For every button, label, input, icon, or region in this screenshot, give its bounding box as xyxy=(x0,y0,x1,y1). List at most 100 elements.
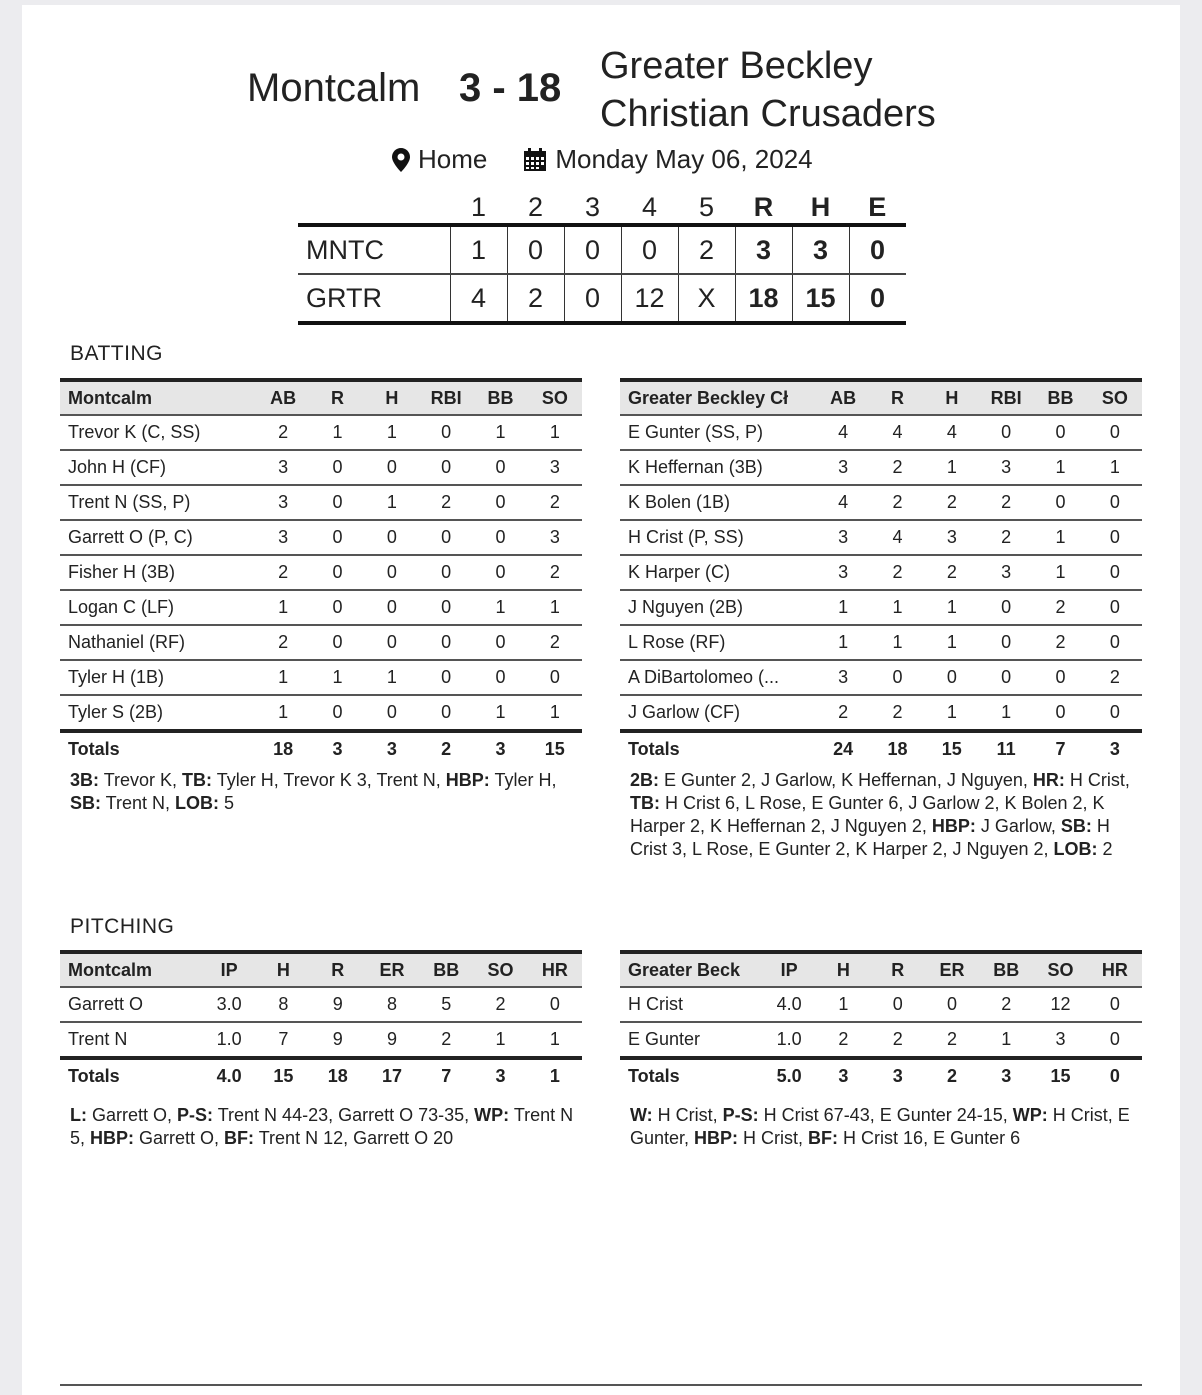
stat-column-header: ER xyxy=(364,950,420,988)
team-column-header: Montcalm xyxy=(60,378,256,416)
stat-cell: 1 xyxy=(924,695,979,732)
stat-cell: 2 xyxy=(256,555,311,591)
totals-row: Totals 5.0 3 3 2 3 15 0 xyxy=(620,1056,1142,1093)
stat-cell: 1 xyxy=(364,660,419,696)
stat-cell: 1 xyxy=(816,625,871,661)
stat-cell: 2 xyxy=(978,485,1034,521)
player-name: J Garlow (CF) xyxy=(620,695,816,732)
player-name: E Gunter xyxy=(620,1022,762,1059)
stat-cell: 1 xyxy=(364,485,419,521)
stat-cell: 8 xyxy=(364,987,420,1023)
stat-column-header: R xyxy=(870,950,925,988)
note-text: H Crist, E Gunter, xyxy=(630,1105,1130,1148)
stat-cell: 0 xyxy=(1087,695,1142,732)
stat-cell: 1 xyxy=(364,415,419,451)
stat-column-header: RBI xyxy=(978,378,1034,416)
stat-cell: 0 xyxy=(978,625,1034,661)
stat-column-header: H xyxy=(364,378,419,416)
stat-cell: 0 xyxy=(1087,1022,1142,1059)
inning-score: 0 xyxy=(563,223,621,274)
table-header: Greater Beckley Cł AB R H RBI BB SO xyxy=(620,378,1142,416)
inning-header: 1 xyxy=(470,192,487,222)
player-name: Tyler S (2B) xyxy=(60,695,256,732)
table-row: H Crist (P, SS) 3 4 3 2 1 0 xyxy=(620,520,1142,556)
stat-cell: 1 xyxy=(816,987,871,1023)
stat-column-header: BB xyxy=(979,950,1034,988)
stat-cell: 0 xyxy=(1033,660,1088,696)
total-cell: 1 xyxy=(527,1056,582,1093)
table-row: E Gunter 1.0 2 2 2 1 3 0 xyxy=(620,1022,1142,1059)
table-header: Montcalm AB R H RBI BB SO xyxy=(60,378,582,416)
inning-score: 0 xyxy=(506,223,564,274)
stat-cell: 0 xyxy=(364,555,419,591)
batting-table: Greater Beckley Cł AB R H RBI BB SO E Gunter (S… xyxy=(620,378,1142,766)
stat-cell: 0 xyxy=(418,555,474,591)
stat-cell: 2 xyxy=(924,555,979,591)
note-text: Trevor K, xyxy=(99,770,183,790)
stat-cell: 0 xyxy=(364,520,419,556)
stat-cell: 2 xyxy=(870,450,925,486)
game-meta: Home Monday May 06, 2024 xyxy=(392,144,813,175)
stat-cell: 0 xyxy=(473,555,528,591)
total-cell: 18 xyxy=(310,1056,365,1093)
stat-cell: 0 xyxy=(1033,695,1088,732)
stat-cell: 3 xyxy=(978,450,1034,486)
stat-cell: 5 xyxy=(419,987,474,1023)
stat-cell: 0 xyxy=(364,695,419,732)
total-cell: 2 xyxy=(924,1056,980,1093)
linescore-header: 1 2 3 4 5 R H E xyxy=(298,192,906,225)
total-cell: 24 xyxy=(816,729,871,766)
table-row: Trevor K (C, SS) 2 1 1 0 1 1 xyxy=(60,415,582,451)
note-text: H Crist, xyxy=(1064,770,1130,790)
stat-cell: 0 xyxy=(473,485,528,521)
note-text: 2 xyxy=(1097,839,1113,859)
note-label: TB: xyxy=(630,793,660,813)
calendar-icon xyxy=(523,147,547,172)
player-name: K Heffernan (3B) xyxy=(620,450,816,486)
stat-column-header: H xyxy=(816,950,871,988)
team-abbr: GRTR xyxy=(298,273,450,325)
player-name: Garrett O xyxy=(60,987,202,1023)
stat-cell: 0 xyxy=(418,660,474,696)
divider xyxy=(60,1384,1142,1386)
note-text: H Crist, xyxy=(652,1105,723,1125)
stat-cell: 4 xyxy=(816,485,871,521)
note-text: Tyler H, Trevor K 3, Trent N, xyxy=(212,770,446,790)
stat-cell: 0 xyxy=(473,625,528,661)
stat-cell: 0 xyxy=(527,987,582,1023)
stat-cell: 1 xyxy=(870,590,925,626)
note-label: BF: xyxy=(224,1128,255,1148)
totals-row: Totals 18 3 3 2 3 15 xyxy=(60,729,582,766)
note-text: 5 xyxy=(219,793,235,813)
note-text: Tyler H, xyxy=(489,770,557,790)
player-name: K Bolen (1B) xyxy=(620,485,816,521)
total-cell: 18 xyxy=(256,729,311,766)
table-row: J Nguyen (2B) 1 1 1 0 2 0 xyxy=(620,590,1142,626)
linescore-row: MNTC 1 0 0 0 2 3 3 0 xyxy=(298,223,906,274)
stat-cell: 2 xyxy=(1087,660,1142,696)
note-label: P-S: xyxy=(722,1105,759,1125)
team-abbr: MNTC xyxy=(298,223,450,274)
inning-score: 12 xyxy=(620,273,678,325)
stat-column-header: AB xyxy=(816,378,871,416)
stat-cell: 1 xyxy=(473,695,528,732)
note-label: HR: xyxy=(1032,770,1065,790)
stat-cell: 0 xyxy=(310,485,365,521)
stat-cell: 1 xyxy=(256,695,311,732)
player-name: K Harper (C) xyxy=(620,555,816,591)
stat-cell: 2 xyxy=(870,555,925,591)
stat-cell: 0 xyxy=(364,590,419,626)
stat-cell: 2 xyxy=(870,485,925,521)
inning-score: X xyxy=(677,273,735,325)
stat-cell: 2 xyxy=(418,485,474,521)
total-cell: 2 xyxy=(418,729,474,766)
player-name: Nathaniel (RF) xyxy=(60,625,256,661)
total-cell: 4.0 xyxy=(202,1056,257,1093)
total-cell: 17 xyxy=(364,1056,420,1093)
stat-cell: 3 xyxy=(527,450,582,486)
player-name: Logan C (LF) xyxy=(60,590,256,626)
pitching-heading: PITCHING xyxy=(70,915,175,938)
player-name: H Crist xyxy=(620,987,762,1023)
table-row: Trent N (SS, P) 3 0 1 2 0 2 xyxy=(60,485,582,521)
inning-header: E xyxy=(868,192,887,222)
